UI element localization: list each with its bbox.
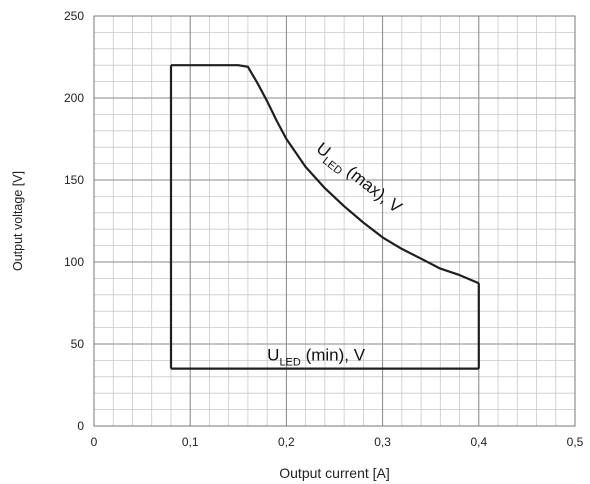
x-axis-label: Output current [A] [279, 465, 390, 481]
x-tick-label: 0 [91, 435, 98, 449]
y-tick-label: 250 [64, 9, 84, 23]
annotations: ULED (max), V ULED (min), V [267, 139, 406, 369]
major-grid [93, 15, 576, 427]
y-tick-label: 200 [64, 91, 84, 105]
y-tick-label: 50 [71, 337, 85, 351]
plot-frame [93, 15, 576, 427]
x-tick-label: 0,2 [278, 435, 295, 449]
x-tick-label: 0,4 [470, 435, 487, 449]
annotation-rest: (max), V [339, 159, 406, 217]
y-axis-label: Output voltage [V] [11, 171, 25, 271]
x-tick-label: 0,1 [182, 435, 199, 449]
series-lines [169, 64, 480, 370]
annotation-1: ULED (min), V [267, 345, 366, 368]
annotation-rest: (min), V [301, 345, 366, 364]
minor-grid [93, 15, 576, 427]
annotation-sub: LED [279, 356, 300, 368]
series-line-0 [171, 64, 480, 285]
annotation-main: U [267, 345, 279, 364]
y-tick-label: 150 [64, 173, 84, 187]
y-tick-label: 100 [64, 255, 84, 269]
y-tick-label: 0 [77, 419, 84, 433]
tick-labels: 0 0,1 0,2 0,3 0,4 0,5 0 50 100 150 200 250 [64, 9, 584, 449]
x-tick-label: 0,5 [567, 435, 584, 449]
x-tick-label: 0,3 [374, 435, 391, 449]
